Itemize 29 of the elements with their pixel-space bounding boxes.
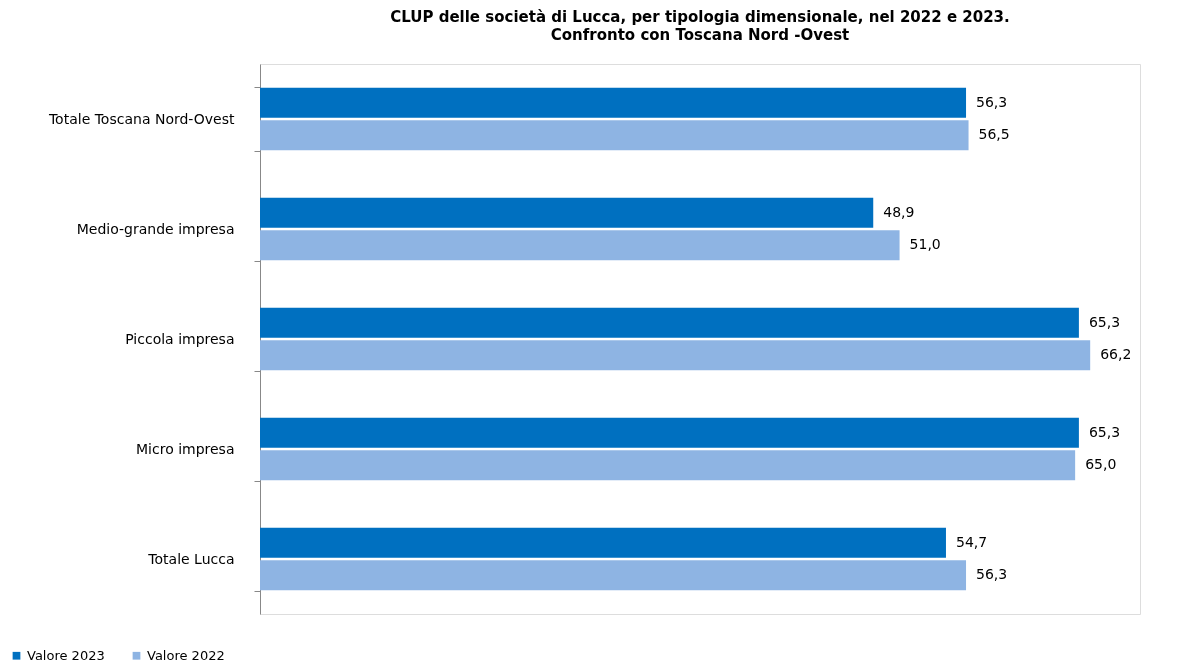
data-label: 54,7 [955, 533, 988, 550]
bar [260, 87, 967, 118]
legend-label: Valore 2023 [27, 647, 105, 663]
y-tick-label: Micro impresa [136, 440, 235, 457]
bar [260, 417, 1079, 448]
data-label: 51,0 [909, 236, 941, 253]
y-tick-label: Piccola impresa [125, 330, 235, 347]
data-label: 66,2 [1100, 346, 1132, 363]
legend-label: Valore 2022 [147, 647, 225, 663]
bar [260, 307, 1079, 338]
data-label: 48,9 [883, 203, 915, 220]
chart-subtitle: Confronto con Toscana Nord -Ovest [550, 26, 850, 44]
bar [260, 527, 946, 558]
bar [260, 230, 900, 261]
data-label: 65,0 [1085, 456, 1117, 473]
data-label: 56,3 [976, 566, 1008, 583]
data-label: 56,3 [976, 93, 1008, 110]
data-label: 65,3 [1088, 423, 1121, 440]
bar [260, 197, 874, 228]
y-tick-label: Totale Toscana Nord-Ovest [47, 110, 235, 127]
data-label: 65,3 [1088, 313, 1121, 330]
y-tick-label: Totale Lucca [147, 550, 235, 567]
chart-title: CLUP delle società di Lucca, per tipologia dimensionale, nel 2022 e 2023. [390, 8, 1010, 26]
bar [260, 340, 1091, 371]
data-label: 56,5 [978, 126, 1010, 143]
bar [260, 450, 1076, 481]
y-tick-label: Medio-grande impresa [76, 220, 235, 237]
bar [260, 120, 969, 151]
bar [260, 560, 967, 591]
